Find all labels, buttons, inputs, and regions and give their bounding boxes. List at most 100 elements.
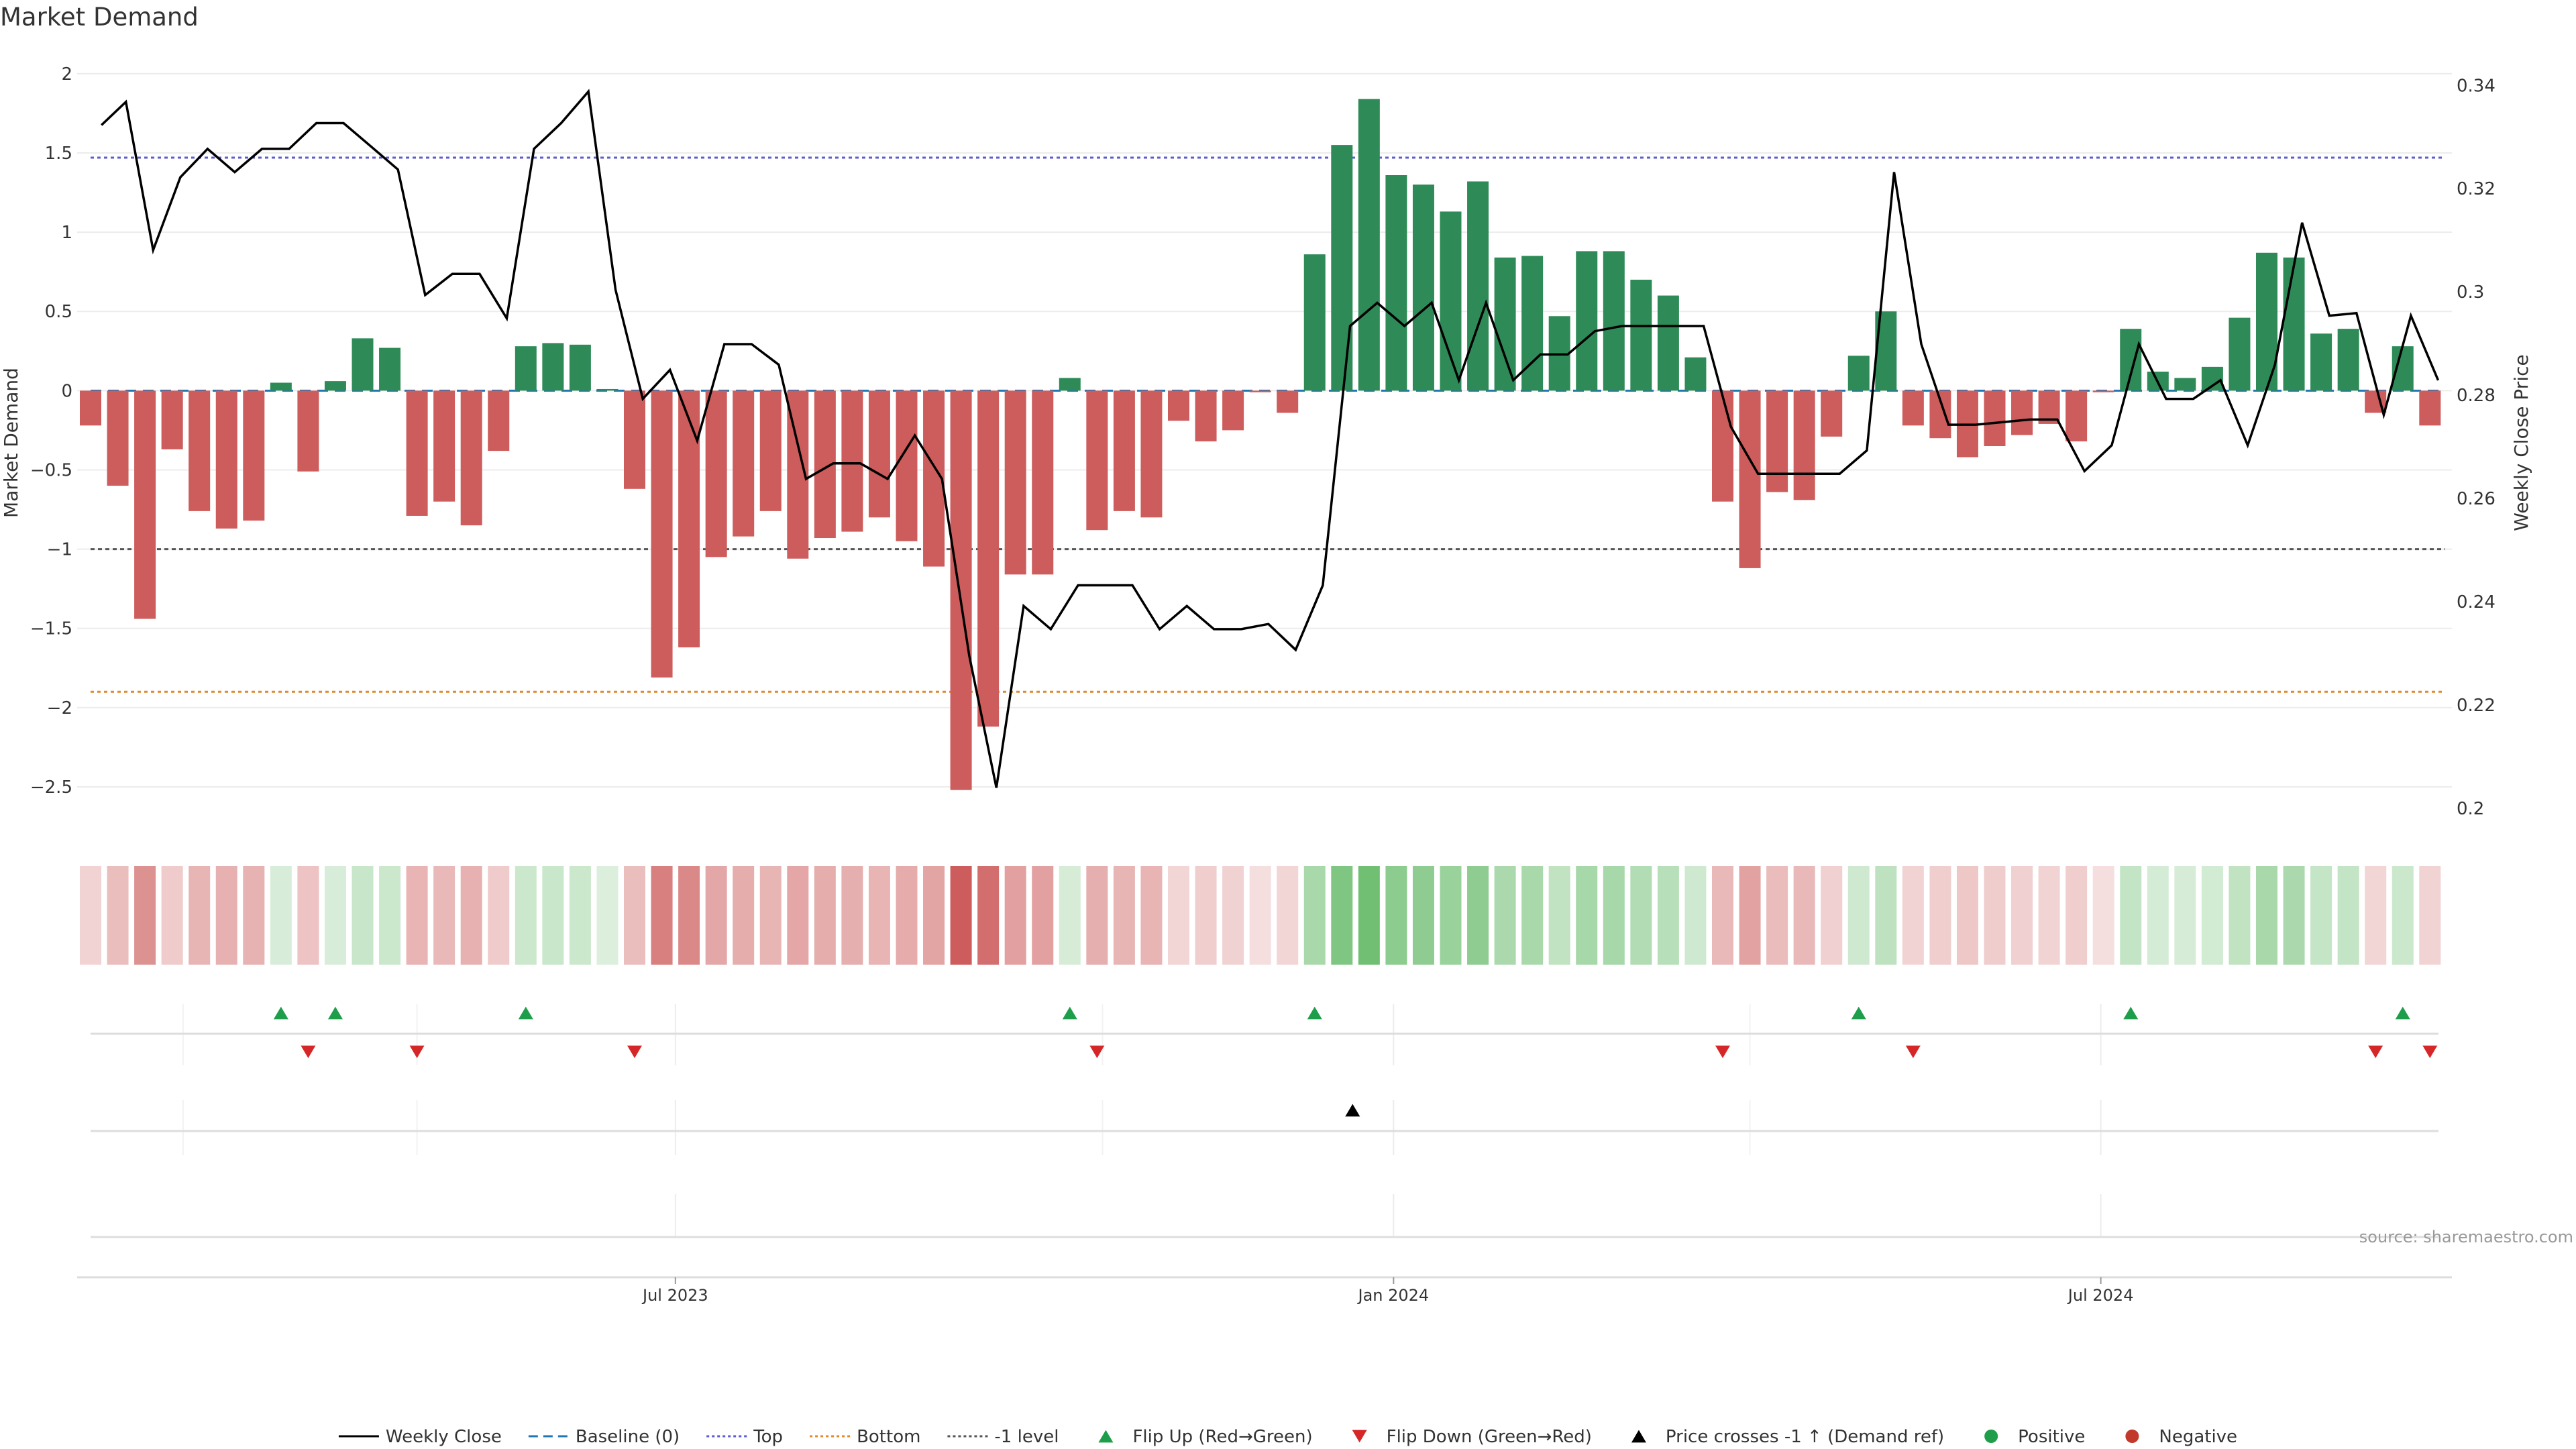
heat-cell <box>1576 866 1598 965</box>
heat-cell <box>189 866 211 965</box>
heat-cell <box>1657 866 1679 965</box>
demand-bar <box>596 388 619 391</box>
heat-cell <box>1630 866 1652 965</box>
legend-label: Weekly Close <box>386 1427 502 1447</box>
heat-cell <box>2174 866 2196 965</box>
heat-cell <box>2147 866 2169 965</box>
demand-bar <box>1004 390 1026 575</box>
demand-bar <box>189 390 211 511</box>
heat-cell <box>2201 866 2223 965</box>
heat-cell <box>2120 866 2142 965</box>
heat-cell <box>1847 866 1870 965</box>
legend-label: Baseline (0) <box>576 1427 680 1447</box>
demand-bar <box>1739 390 1761 568</box>
flip-down-marker <box>627 1045 642 1059</box>
demand-bar <box>1412 184 1434 391</box>
demand-bar <box>161 390 183 449</box>
source-note: source: sharemaestro.com <box>2359 1228 2573 1246</box>
heat-cell <box>950 866 972 965</box>
heat-cell <box>1467 866 1489 965</box>
demand-bar <box>733 390 755 537</box>
legend-label: Price crosses -1 ↑ (Demand ref) <box>1666 1427 1944 1447</box>
y-tick-label: −1.5 <box>30 619 72 639</box>
flip-down-marker <box>2368 1045 2383 1059</box>
heat-cell <box>759 866 782 965</box>
heat-cell <box>1249 866 1271 965</box>
heat-cell <box>841 866 863 965</box>
demand-bar <box>460 390 482 526</box>
heat-cell <box>2065 866 2088 965</box>
heat-cell <box>406 866 428 965</box>
heat-cell <box>1494 866 1516 965</box>
flip-up-marker <box>273 1006 288 1020</box>
flip-down-marker <box>2422 1045 2438 1059</box>
x-tick-label: Jul 2024 <box>2067 1286 2134 1305</box>
weekly-close-polyline <box>100 89 2440 788</box>
heat-cell <box>733 866 755 965</box>
demand-bar <box>678 390 700 648</box>
demand-bar <box>1712 390 1733 502</box>
y2-tick-label: 0.22 <box>2457 696 2496 716</box>
price-cross-marker <box>1345 1104 1360 1117</box>
heat-cell <box>868 866 890 965</box>
heat-cell <box>2256 866 2277 965</box>
heat-cell <box>488 866 510 965</box>
heat-cell <box>1684 866 1707 965</box>
heat-cell <box>1929 866 1951 965</box>
legend-label: Flip Down (Green→Red) <box>1387 1427 1592 1447</box>
legend-label: Flip Up (Red→Green) <box>1132 1427 1312 1447</box>
heat-cell <box>1113 866 1135 965</box>
heat-cell <box>379 866 401 965</box>
demand-bar <box>1821 390 1843 437</box>
heat-cell <box>2038 866 2060 965</box>
legend-label: Top <box>753 1427 783 1447</box>
demand-bar <box>488 390 510 451</box>
demand-bar <box>1195 390 1217 441</box>
demand-bar <box>868 390 890 518</box>
demand-bar <box>1684 357 1707 391</box>
heat-cell <box>896 866 918 965</box>
heat-cell <box>2229 866 2251 965</box>
heat-cell <box>215 866 237 965</box>
flip-up-marker <box>1062 1006 1077 1020</box>
demand-bar <box>1847 356 1870 391</box>
demand-bar <box>2229 317 2251 391</box>
heat-cell <box>1086 866 1108 965</box>
legend-label: Negative <box>2159 1427 2237 1447</box>
demand-bar <box>1576 251 1598 391</box>
demand-bar <box>1467 181 1489 391</box>
heat-cell <box>2310 866 2332 965</box>
price-cross-panel <box>91 1104 2438 1132</box>
flip-up-marker <box>518 1006 533 1020</box>
heat-cell <box>1548 866 1570 965</box>
flip-down-marker <box>301 1045 316 1059</box>
y-axis-left: 2 1.5 1 0.5 0 −0.5 −1 −1.5 −2 −2.5 <box>30 64 72 798</box>
y2-tick-label: 0.2 <box>2457 799 2484 819</box>
y2-tick-label: 0.32 <box>2457 179 2496 199</box>
legend-label: Bottom <box>857 1427 920 1447</box>
flip-down-marker <box>1905 1045 1921 1059</box>
y-tick-label: 1.5 <box>45 144 72 164</box>
flip-up-marker <box>2395 1006 2410 1020</box>
heat-cell <box>1412 866 1434 965</box>
legend-swatch-triangle-up <box>1098 1430 1114 1443</box>
demand-bar <box>1984 390 2006 446</box>
heat-cell <box>1440 866 1462 965</box>
flip-markers-panel <box>91 1006 2438 1059</box>
heat-cell <box>1168 866 1189 965</box>
demand-bar <box>1140 390 1163 518</box>
flip-up-marker <box>2123 1006 2139 1020</box>
legend-swatch-triangle-down <box>1352 1430 1367 1443</box>
y-axis-label: Market Demand <box>0 368 22 518</box>
heat-cell <box>814 866 836 965</box>
heat-cell <box>2337 866 2359 965</box>
y2-axis-label: Weekly Close Price <box>2510 354 2532 531</box>
heat-cell <box>1004 866 1026 965</box>
heat-cell <box>161 866 183 965</box>
chart-title: Market Demand <box>0 3 199 32</box>
heat-cell <box>923 866 945 965</box>
heat-cell <box>2283 866 2305 965</box>
heat-cell <box>1195 866 1217 965</box>
flip-down-marker <box>1715 1045 1730 1059</box>
